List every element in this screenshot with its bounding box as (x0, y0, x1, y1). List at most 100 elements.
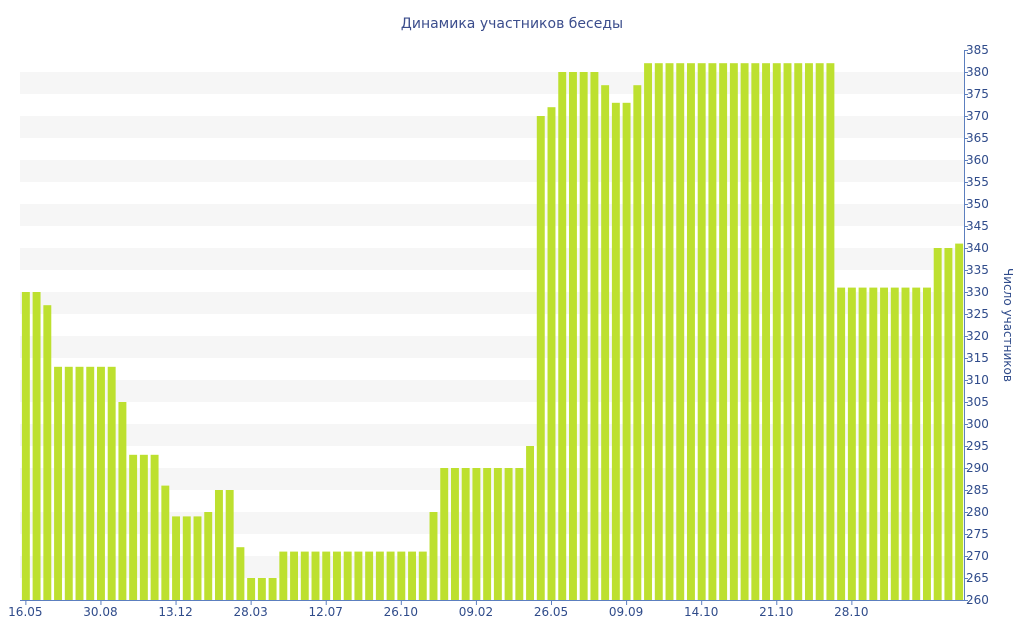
bar (172, 516, 181, 600)
grid-band (20, 72, 964, 94)
y-tick-label: 360 (966, 153, 989, 167)
bar (783, 63, 792, 600)
bar (526, 446, 535, 600)
bar (665, 63, 674, 600)
y-tick-label: 300 (966, 417, 989, 431)
bar (54, 366, 63, 600)
y-axis-label: Число участников (1001, 268, 1015, 382)
bar (955, 243, 964, 600)
bar (708, 63, 717, 600)
x-axis-ticks: 16.05 30.08 13.12 28.03 12.07 26.10 09.02 26.05… (8, 600, 869, 619)
bar (847, 287, 856, 600)
axes (20, 50, 965, 601)
bar (150, 454, 159, 600)
bar (483, 468, 492, 600)
y-tick-label: 285 (966, 483, 989, 497)
y-axis-ticks: 260 265 270 275 280 285 290 295 300 305 310 315 320 3… (964, 43, 989, 607)
bar (901, 287, 910, 600)
bar (912, 287, 921, 600)
bar (729, 63, 738, 600)
bar (107, 366, 116, 600)
bar (268, 578, 277, 600)
y-tick-label: 350 (966, 197, 989, 211)
bar (343, 551, 352, 600)
bar (515, 468, 524, 600)
bar (869, 287, 878, 600)
bar (547, 107, 556, 600)
bar (75, 366, 84, 600)
bar (225, 490, 234, 600)
chart-title: Динамика участников беседы (401, 16, 623, 32)
y-tick-label: 265 (966, 571, 989, 585)
bar (751, 63, 760, 600)
y-tick-label: 280 (966, 505, 989, 519)
grid-band (20, 248, 964, 270)
bar (193, 516, 202, 600)
bar (601, 85, 610, 600)
bar (880, 287, 889, 600)
bar (740, 63, 749, 600)
bar (590, 72, 599, 600)
bar (386, 551, 395, 600)
bar (890, 287, 899, 600)
x-tick-label: 12.07 (309, 605, 343, 619)
y-tick-label: 330 (966, 285, 989, 299)
bar (676, 63, 685, 600)
y-tick-label: 270 (966, 549, 989, 563)
bar (257, 578, 266, 600)
bar (622, 102, 631, 601)
bar (290, 551, 299, 600)
y-tick-label: 370 (966, 109, 989, 123)
grid-band (20, 380, 964, 402)
bar (579, 72, 588, 600)
bar (332, 551, 341, 600)
bar (697, 63, 706, 600)
bar (450, 468, 459, 600)
y-tick-label: 355 (966, 175, 989, 189)
bar (182, 516, 191, 600)
bar (772, 63, 781, 600)
y-tick-label: 340 (966, 241, 989, 255)
bar (32, 292, 41, 600)
bar (365, 551, 374, 600)
bar (611, 102, 620, 601)
y-tick-label: 290 (966, 461, 989, 475)
bar (644, 63, 653, 600)
bar (96, 366, 105, 600)
bar (558, 72, 567, 600)
bar (794, 63, 803, 600)
grid-band (20, 556, 964, 578)
grid-band (20, 116, 964, 138)
x-tick-label: 13.12 (158, 605, 192, 619)
bar (161, 485, 170, 600)
grid-band (20, 424, 964, 446)
bars (21, 63, 964, 601)
bar (204, 512, 213, 600)
bar (64, 366, 73, 600)
bar (354, 551, 363, 600)
y-tick-label: 315 (966, 351, 989, 365)
y-tick-label: 275 (966, 527, 989, 541)
x-tick-label: 16.05 (8, 605, 42, 619)
bar (944, 248, 953, 600)
bar (461, 468, 470, 600)
grid-band (20, 336, 964, 358)
background-bands (20, 72, 964, 578)
bar (397, 551, 406, 600)
bar (139, 454, 148, 600)
bar (493, 468, 502, 600)
x-tick-label: 26.10 (384, 605, 418, 619)
grid-band (20, 160, 964, 182)
x-tick-label: 21.10 (759, 605, 793, 619)
bar (300, 551, 309, 600)
bar (504, 468, 513, 600)
x-tick-label: 14.10 (684, 605, 718, 619)
y-tick-label: 375 (966, 87, 989, 101)
grid-band (20, 292, 964, 314)
bar (43, 305, 52, 600)
y-tick-label: 380 (966, 65, 989, 79)
bar (418, 551, 427, 600)
bar (247, 578, 256, 600)
y-tick-label: 295 (966, 439, 989, 453)
